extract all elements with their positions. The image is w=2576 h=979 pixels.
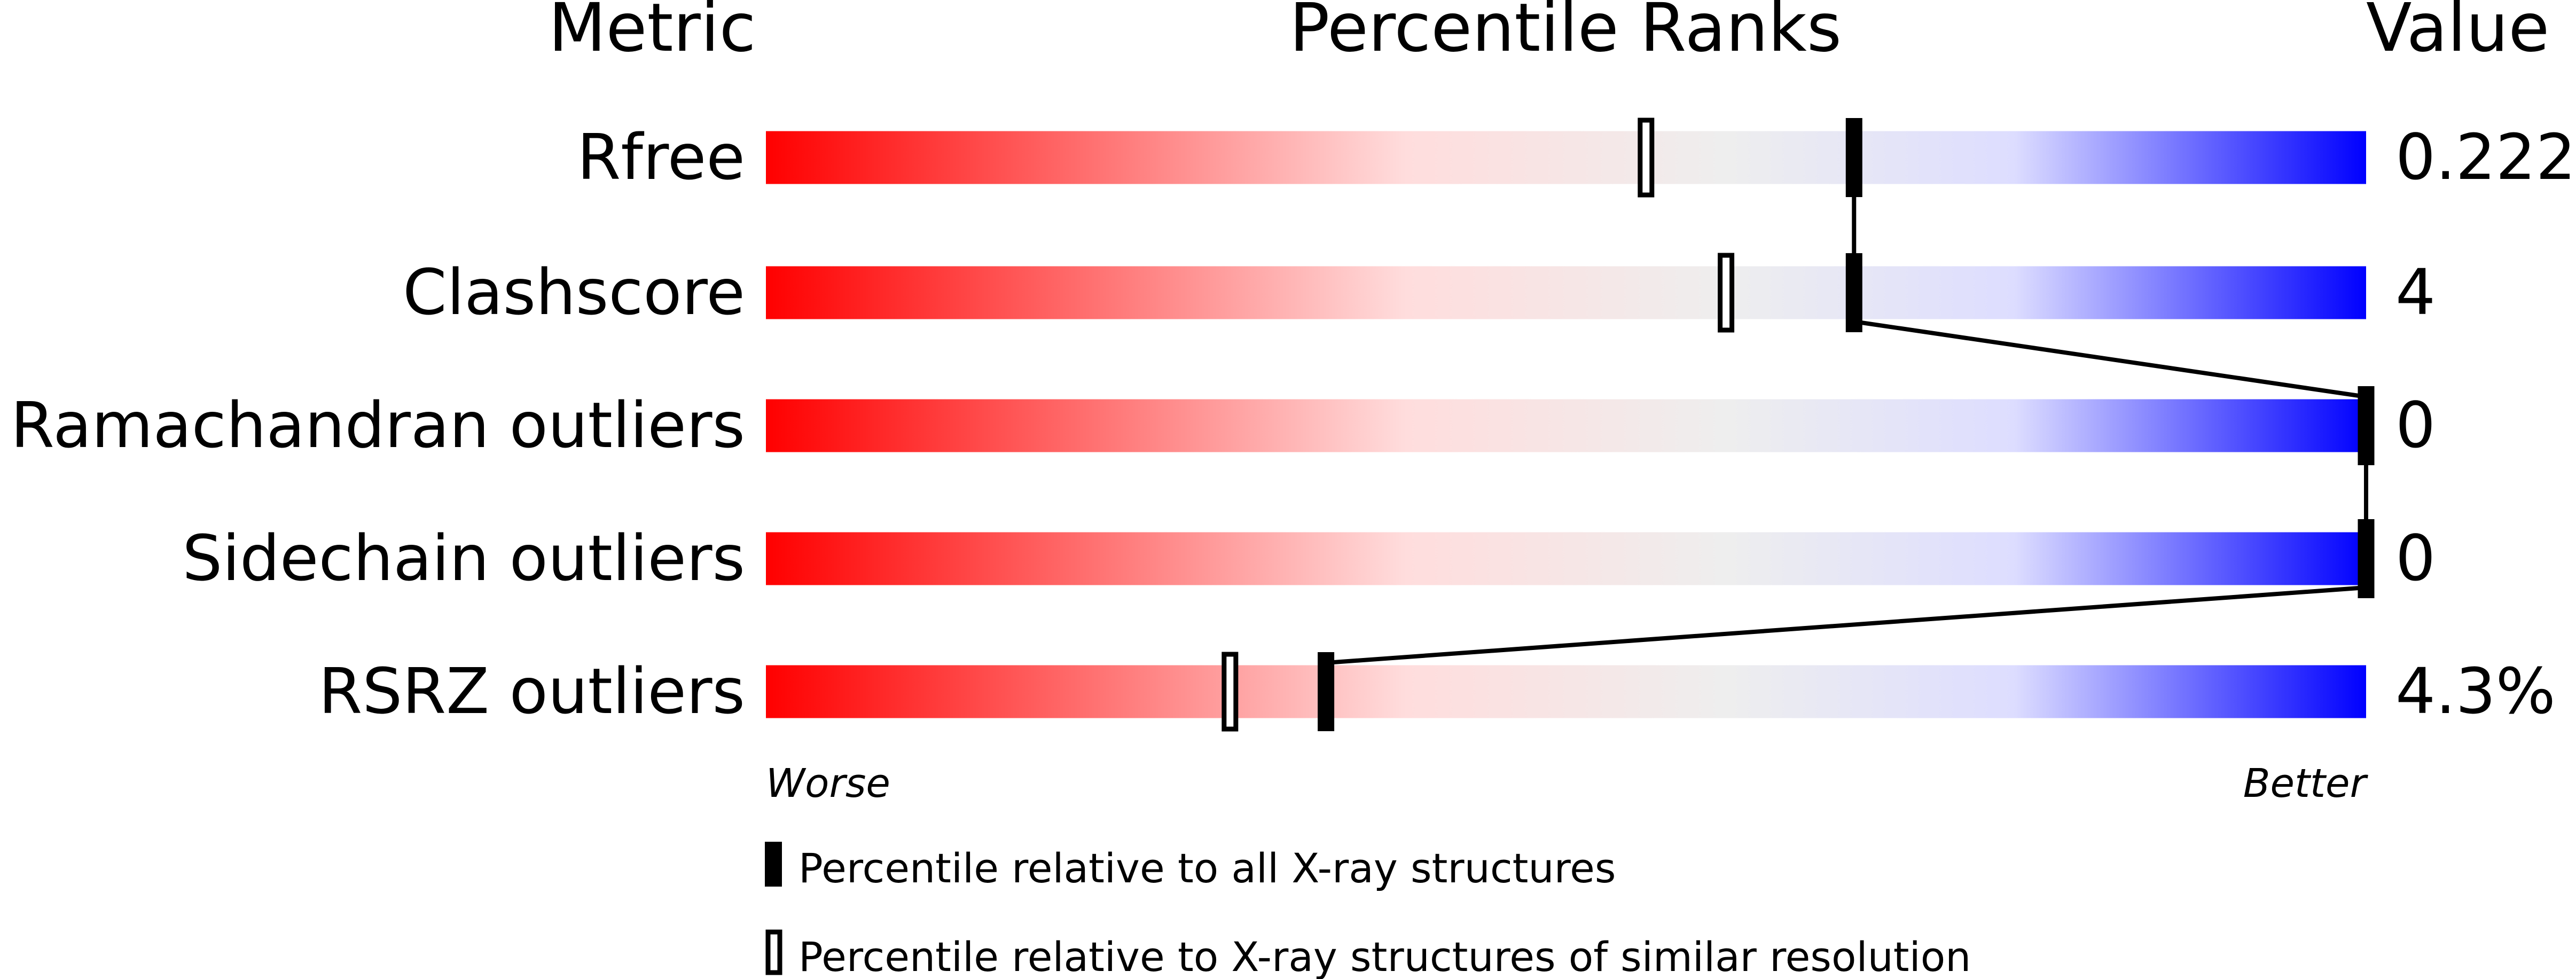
- metric-label: RSRZ outliers: [318, 654, 745, 728]
- header-metric: Metric: [549, 0, 756, 67]
- metric-label: Sidechain outliers: [182, 521, 745, 595]
- marker-all-structures: [1845, 118, 1862, 197]
- marker-similar-resolution: [1638, 118, 1655, 198]
- metric-value: 4: [2395, 255, 2436, 329]
- legend-open-marker: [765, 929, 782, 975]
- metric-value: 4.3%: [2395, 654, 2556, 728]
- metric-label: Rfree: [577, 120, 745, 194]
- marker-all-structures: [2358, 519, 2375, 598]
- header-value: Value: [2366, 0, 2549, 67]
- marker-all-structures: [1318, 652, 1335, 731]
- metric-label: Clashscore: [403, 255, 745, 329]
- percentile-bar: [766, 665, 2366, 718]
- axis-label-worse: Worse: [766, 761, 890, 806]
- metric-value: 0: [2395, 388, 2436, 462]
- metric-label: Ramachandran outliers: [11, 388, 745, 462]
- marker-all-structures: [1845, 253, 1862, 332]
- legend-filled-marker: [765, 842, 782, 887]
- marker-similar-resolution: [1222, 652, 1239, 732]
- header-percentile-ranks: Percentile Ranks: [1289, 0, 1842, 67]
- legend-label-similar: Percentile relative to X-ray structures …: [798, 933, 1971, 979]
- legend-label-all: Percentile relative to all X-ray structu…: [798, 844, 1616, 892]
- metric-value: 0: [2395, 521, 2436, 595]
- connector-line: [1326, 585, 2367, 665]
- percentile-bar: [766, 131, 2366, 184]
- axis-label-better: Better: [2243, 761, 2369, 806]
- percentile-bar: [766, 399, 2366, 452]
- connector-line: [1853, 319, 2367, 399]
- percentile-bar: [766, 266, 2366, 319]
- marker-all-structures: [2358, 386, 2375, 465]
- percentile-bar: [766, 532, 2366, 585]
- metric-value: 0.222: [2395, 120, 2576, 194]
- marker-similar-resolution: [1718, 253, 1735, 333]
